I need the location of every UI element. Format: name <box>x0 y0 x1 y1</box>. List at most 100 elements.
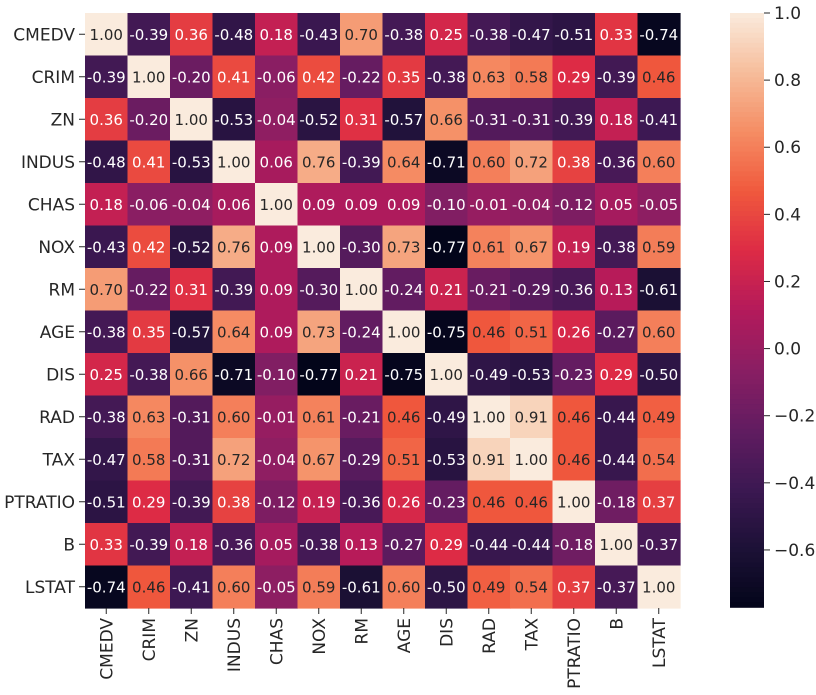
colorbar-segment <box>730 423 764 430</box>
cell-value-label: -0.37 <box>597 578 636 596</box>
colorbar-segment <box>730 374 764 381</box>
heatmap-cell-ptratio-b <box>595 480 639 524</box>
heatmap-cell-nox-rm <box>340 225 384 269</box>
heatmap-cell-rm-nox <box>297 268 341 312</box>
heatmap-cell-nox-chas <box>255 225 299 269</box>
heatmap-cell-nox-indus <box>212 225 256 269</box>
cell-value-label: -0.77 <box>427 238 466 256</box>
colorbar-segment <box>730 57 764 64</box>
cell-value-label: -0.44 <box>512 536 551 554</box>
cell-value-label: 0.59 <box>642 238 675 256</box>
colorbar-segment <box>730 319 764 326</box>
heatmap-cell-zn-cmedv <box>85 98 129 142</box>
heatmap-cell-tax-nox <box>297 438 341 482</box>
heatmap-cell-lstat-lstat <box>637 565 681 609</box>
cell-value-label: 0.66 <box>430 111 463 129</box>
heatmap-cell-nox-cmedv <box>85 225 129 269</box>
colorbar-segment <box>730 27 764 34</box>
cell-value-label: 0.18 <box>175 536 208 554</box>
cell-value-label: 0.09 <box>260 281 293 299</box>
colorbar-segment <box>730 13 764 19</box>
heatmap-cell-cmedv-lstat <box>637 13 681 57</box>
heatmap-cell-rm-tax <box>510 268 554 312</box>
cell-value-label: -0.75 <box>427 323 466 341</box>
heatmap-cell-ptratio-rm <box>340 480 384 524</box>
cell-value-label: -0.10 <box>427 196 466 214</box>
column-label-indus: INDUS <box>225 618 245 672</box>
heatmap-cell-age-cmedv <box>85 310 129 354</box>
heatmap-cell-age-dis <box>425 310 469 354</box>
cell-value-label: 0.33 <box>90 536 123 554</box>
heatmap-cell-cmedv-dis <box>425 13 469 57</box>
cell-value-label: -0.36 <box>554 281 593 299</box>
colorbar-tick-label: 0.4 <box>774 205 801 225</box>
cell-value-label: 0.51 <box>515 323 548 341</box>
colorbar-segment <box>730 438 764 445</box>
heatmap-cell-b-indus <box>212 523 256 567</box>
heatmap-cell-lstat-crim <box>127 565 171 609</box>
colorbar-segment <box>730 102 764 108</box>
colorbar-segment <box>730 602 764 608</box>
heatmap-cell-dis-indus <box>212 353 256 397</box>
heatmap-cell-cmedv-ptratio <box>552 13 596 57</box>
colorbar-segment <box>730 532 764 539</box>
heatmap-cell-rm-rad <box>467 268 511 312</box>
heatmap-cell-rm-indus <box>212 268 256 312</box>
heatmap-cell-tax-zn <box>170 438 214 482</box>
colorbar-segment <box>730 62 764 69</box>
heatmap-cell-tax-tax <box>510 438 554 482</box>
heatmap-cell-indus-age <box>382 140 426 184</box>
colorbar-segment <box>730 552 764 559</box>
colorbar-segment <box>730 349 764 356</box>
colorbar-segment <box>730 364 764 371</box>
cell-value-label: 0.29 <box>132 493 165 511</box>
cell-value-label: 0.46 <box>472 323 505 341</box>
cell-value-label: -0.71 <box>427 153 466 171</box>
cell-value-label: 1.00 <box>260 196 293 214</box>
colorbar-segment <box>730 17 764 24</box>
cell-value-label: 0.73 <box>387 238 420 256</box>
cell-value-label: -0.39 <box>214 281 253 299</box>
heatmap-cell-nox-crim <box>127 225 171 269</box>
heatmap-cell-rm-ptratio <box>552 268 596 312</box>
heatmap-cell-crim-b <box>595 55 639 99</box>
colorbar-segment <box>730 468 764 475</box>
cell-value-label: -0.39 <box>172 493 211 511</box>
heatmap-cell-crim-ptratio <box>552 55 596 99</box>
colorbar-tick-label: 0.0 <box>774 340 801 360</box>
colorbar-segment <box>730 324 764 331</box>
heatmap-cell-ptratio-tax <box>510 480 554 524</box>
cell-value-label: -0.53 <box>214 111 253 129</box>
heatmap-cell-indus-cmedv <box>85 140 129 184</box>
cell-value-label: -0.48 <box>214 26 253 44</box>
colorbar-segment <box>730 67 764 74</box>
heatmap-cell-b-dis <box>425 523 469 567</box>
heatmap-cell-crim-nox <box>297 55 341 99</box>
heatmap-cell-chas-rad <box>467 183 511 227</box>
cell-value-label: 1.00 <box>472 408 505 426</box>
heatmap-cell-b-ptratio <box>552 523 596 567</box>
colorbar-segment <box>730 334 764 341</box>
cell-value-label: -0.31 <box>469 111 508 129</box>
cell-value-label: 0.09 <box>387 196 420 214</box>
heatmap-cell-cmedv-cmedv <box>85 13 129 57</box>
cell-value-label: 0.18 <box>260 26 293 44</box>
heatmap-cell-rad-nox <box>297 395 341 439</box>
heatmap-cell-age-tax <box>510 310 554 354</box>
cell-value-label: -0.29 <box>342 451 381 469</box>
heatmap-cell-rm-rm <box>340 268 384 312</box>
colorbar-segment <box>730 473 764 480</box>
heatmap-cell-indus-chas <box>255 140 299 184</box>
cell-value-label: 1.00 <box>600 536 633 554</box>
colorbar-tick-label: −0.6 <box>774 541 815 561</box>
cell-value-label: -0.31 <box>172 451 211 469</box>
colorbar-segment <box>730 384 764 390</box>
cell-value-label: 1.00 <box>345 281 378 299</box>
colorbar-segment <box>730 171 764 178</box>
cell-value-label: 0.46 <box>642 68 675 86</box>
cell-value-label: -0.41 <box>639 111 678 129</box>
heatmap-cell-ptratio-dis <box>425 480 469 524</box>
colorbar-segment <box>730 176 764 183</box>
cell-value-label: -0.44 <box>597 408 636 426</box>
heatmap-cell-lstat-tax <box>510 565 554 609</box>
